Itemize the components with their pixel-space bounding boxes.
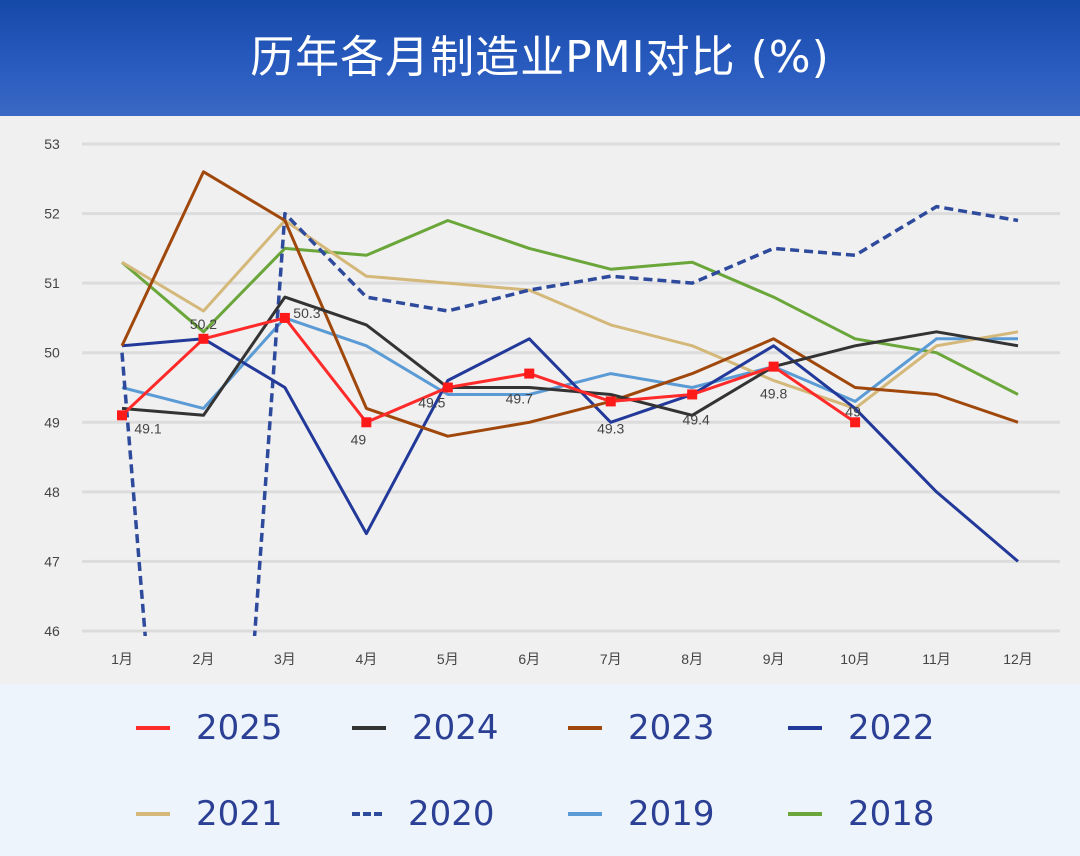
data-label-2025: 49.5 — [418, 395, 445, 411]
chart-title: 历年各月制造业PMI对比 (%) — [250, 32, 830, 83]
x-tick-label: 2月 — [193, 651, 215, 667]
data-point-2025 — [361, 417, 372, 428]
x-tick-label: 12月 — [1003, 651, 1033, 667]
data-point-2025 — [768, 361, 779, 372]
legend-item-2023: 2023 — [568, 708, 715, 748]
x-tick-label: 9月 — [763, 651, 785, 667]
y-tick-label: 53 — [44, 136, 60, 152]
data-label-2025: 49 — [845, 403, 861, 419]
data-label-2025: 50.2 — [190, 316, 217, 332]
x-tick-label: 7月 — [600, 651, 622, 667]
legend-label: 2022 — [848, 708, 935, 748]
y-tick-label: 52 — [44, 206, 60, 222]
legend-swatch-icon — [788, 812, 822, 816]
legend-swatch-icon — [136, 812, 170, 816]
y-tick-label: 49 — [44, 414, 60, 430]
y-tick-label: 46 — [44, 623, 60, 639]
data-label-2025: 50.3 — [293, 305, 320, 321]
x-tick-label: 4月 — [355, 651, 377, 667]
legend-item-2025: 2025 — [136, 708, 283, 748]
legend-swatch-icon — [788, 726, 822, 730]
legend-item-2021: 2021 — [136, 794, 283, 834]
data-point-2025 — [279, 312, 290, 323]
legend-swatch-icon — [352, 812, 382, 816]
y-tick-label: 48 — [44, 484, 60, 500]
data-point-2025 — [117, 410, 127, 421]
data-point-2025 — [687, 389, 698, 400]
legend-label: 2024 — [412, 708, 499, 748]
y-tick-label: 47 — [44, 553, 60, 569]
series-line-2025 — [120, 316, 856, 424]
legend-item-2022: 2022 — [788, 708, 935, 748]
header-banner: 历年各月制造业PMI对比 (%) — [0, 0, 1080, 116]
series-line-2021 — [121, 219, 1019, 410]
x-tick-label: 1月 — [111, 651, 133, 667]
data-label-2025: 49.8 — [760, 386, 787, 402]
legend-label: 2020 — [408, 794, 495, 834]
series-line-2024 — [121, 295, 1019, 417]
legend-item-2018: 2018 — [788, 794, 935, 834]
legend-swatch-icon — [352, 726, 386, 730]
data-label-2025: 49.7 — [506, 391, 533, 407]
data-label-2025: 49 — [351, 431, 367, 447]
x-tick-label: 10月 — [840, 651, 870, 667]
data-label-2025: 49.4 — [683, 411, 710, 427]
data-point-2025 — [524, 368, 535, 379]
legend-swatch-icon — [568, 812, 602, 816]
legend-item-2024: 2024 — [352, 708, 499, 748]
plot-area — [0, 116, 1080, 684]
legend-label: 2023 — [628, 708, 715, 748]
y-tick-label: 51 — [44, 275, 60, 291]
series-line-2023 — [120, 170, 1019, 438]
legend-label: 2018 — [848, 794, 935, 834]
legend-swatch-icon — [568, 726, 602, 730]
series-line-2022 — [121, 337, 1019, 563]
x-tick-label: 6月 — [518, 651, 540, 667]
series-line-2018 — [121, 219, 1019, 396]
x-tick-label: 3月 — [274, 651, 296, 667]
legend-label: 2019 — [628, 794, 715, 834]
legend-item-2019: 2019 — [568, 794, 715, 834]
x-tick-label: 5月 — [437, 651, 459, 667]
data-point-2025 — [605, 396, 616, 407]
legend-label: 2021 — [196, 794, 283, 834]
data-point-2025 — [198, 333, 209, 344]
legend-item-2020: 2020 — [352, 794, 495, 834]
data-point-2025 — [442, 382, 453, 393]
x-tick-label: 8月 — [681, 651, 703, 667]
legend-swatch-icon — [136, 726, 170, 730]
legend: 2025 2024 2023 2022 2021 2020 2019 2018 — [0, 684, 1080, 856]
y-tick-label: 50 — [44, 345, 60, 361]
legend-label: 2025 — [196, 708, 283, 748]
x-tick-label: 11月 — [922, 651, 951, 667]
data-label-2025: 49.1 — [134, 420, 161, 436]
data-point-2025 — [850, 417, 861, 428]
data-label-2025: 49.3 — [597, 420, 624, 436]
series-line-2019 — [121, 316, 1018, 410]
